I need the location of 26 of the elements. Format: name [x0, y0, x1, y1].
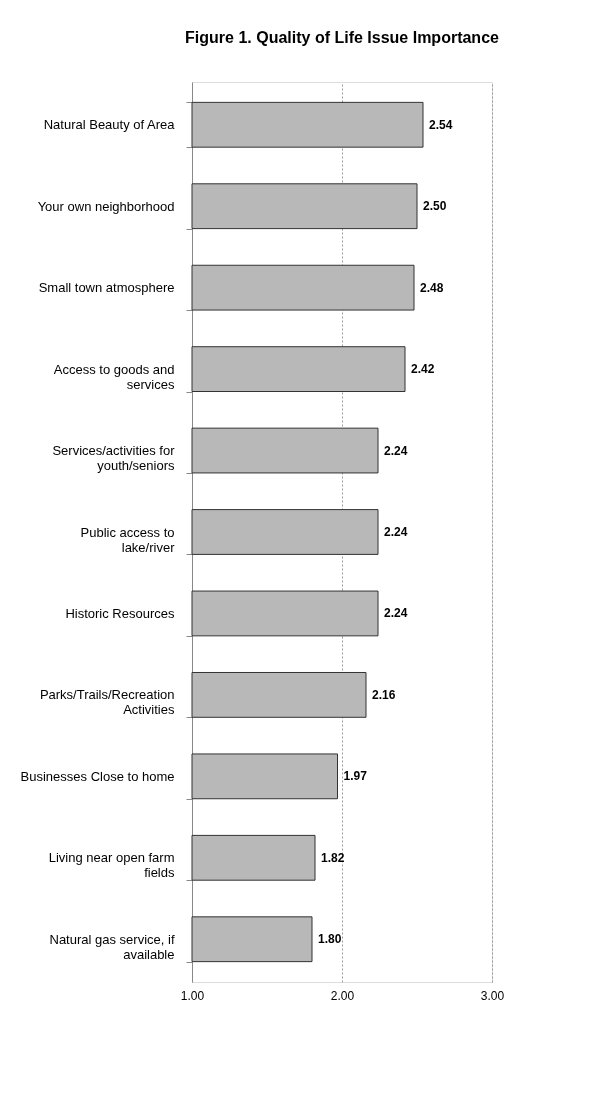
y-tick-label: Your own neighborhood [37, 198, 175, 214]
y-tick-label: Services/activities for youth/seniors [52, 443, 176, 474]
y-tick-label: Natural Beauty of Area [43, 117, 176, 133]
x-tick-label: 2.00 [330, 988, 355, 1003]
y-tick-label: Natural gas service, if available [49, 931, 175, 962]
data-label: 1.80 [318, 932, 342, 947]
data-label: 2.24 [384, 443, 408, 458]
data-label: 2.48 [420, 280, 444, 295]
data-label: 2.24 [384, 606, 408, 621]
y-tick-label: Small town atmosphere [38, 280, 175, 296]
y-tick-label: Public access to lake/river [80, 524, 176, 555]
y-tick-label: Living near open farm fields [48, 850, 175, 881]
y-tick-label: Historic Resources [65, 605, 175, 621]
data-label: 2.16 [372, 687, 396, 702]
y-tick-label: Parks/Trails/Recreation Activities [39, 687, 175, 718]
data-label: 1.97 [343, 769, 368, 784]
y-tick-label: Businesses Close to home [20, 768, 175, 784]
y-tick-label: Access to goods and services [53, 361, 175, 392]
x-tick-label: 3.00 [480, 988, 505, 1003]
chart-title: Figure 1. Quality of Life Issue Importance [185, 29, 500, 46]
data-label: 2.42 [411, 362, 435, 377]
data-label: 1.82 [321, 850, 345, 865]
data-label: 2.24 [384, 525, 408, 539]
x-tick-label: 1.00 [180, 988, 205, 1003]
data-label: 2.50 [423, 199, 447, 214]
data-label: 2.54 [429, 117, 453, 132]
